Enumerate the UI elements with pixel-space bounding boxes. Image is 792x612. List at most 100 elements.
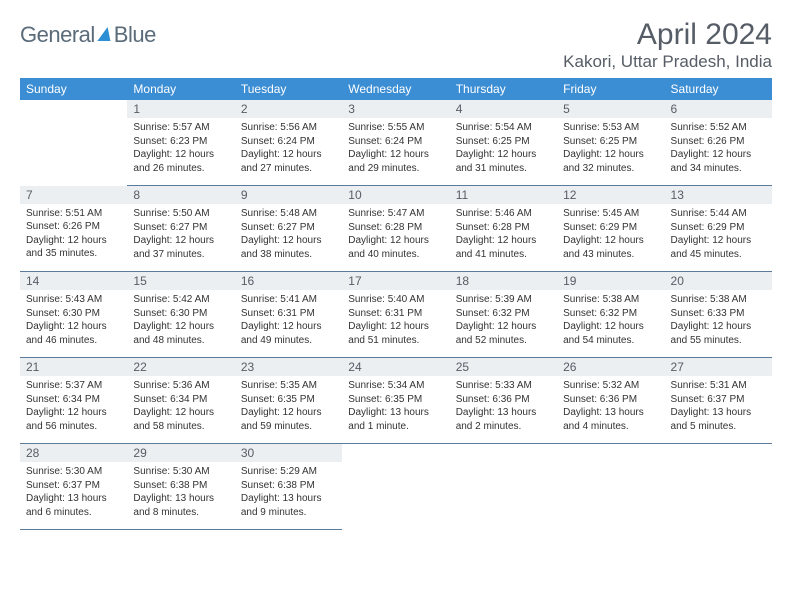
sunrise-text: Sunrise: 5:31 AM (671, 379, 766, 393)
daylight-text: Daylight: 12 hours and 31 minutes. (456, 148, 551, 175)
daylight-text: Daylight: 13 hours and 4 minutes. (563, 406, 658, 433)
calendar-day-cell: 24Sunrise: 5:34 AMSunset: 6:35 PMDayligh… (342, 358, 449, 444)
day-number: 22 (127, 358, 234, 376)
sunset-text: Sunset: 6:36 PM (563, 393, 658, 407)
sunrise-text: Sunrise: 5:40 AM (348, 293, 443, 307)
calendar-day-cell: 12Sunrise: 5:45 AMSunset: 6:29 PMDayligh… (557, 186, 664, 272)
weekday-header-row: Sunday Monday Tuesday Wednesday Thursday… (20, 78, 772, 100)
sunrise-text: Sunrise: 5:53 AM (563, 121, 658, 135)
day-content: Sunrise: 5:40 AMSunset: 6:31 PMDaylight:… (342, 290, 449, 357)
day-number-empty (450, 444, 557, 462)
day-content: Sunrise: 5:52 AMSunset: 6:26 PMDaylight:… (665, 118, 772, 185)
daylight-text: Daylight: 13 hours and 1 minute. (348, 406, 443, 433)
day-number: 19 (557, 272, 664, 290)
calendar-day-cell: 20Sunrise: 5:38 AMSunset: 6:33 PMDayligh… (665, 272, 772, 358)
calendar-day-cell: 25Sunrise: 5:33 AMSunset: 6:36 PMDayligh… (450, 358, 557, 444)
sunrise-text: Sunrise: 5:45 AM (563, 207, 658, 221)
sunrise-text: Sunrise: 5:33 AM (456, 379, 551, 393)
day-number: 7 (20, 186, 127, 204)
day-content: Sunrise: 5:38 AMSunset: 6:33 PMDaylight:… (665, 290, 772, 357)
day-content: Sunrise: 5:38 AMSunset: 6:32 PMDaylight:… (557, 290, 664, 357)
daylight-text: Daylight: 12 hours and 49 minutes. (241, 320, 336, 347)
sunrise-text: Sunrise: 5:43 AM (26, 293, 121, 307)
daylight-text: Daylight: 12 hours and 46 minutes. (26, 320, 121, 347)
sunset-text: Sunset: 6:30 PM (26, 307, 121, 321)
day-content-empty (20, 118, 127, 180)
day-content: Sunrise: 5:46 AMSunset: 6:28 PMDaylight:… (450, 204, 557, 271)
calendar-day-cell: 16Sunrise: 5:41 AMSunset: 6:31 PMDayligh… (235, 272, 342, 358)
sunrise-text: Sunrise: 5:48 AM (241, 207, 336, 221)
sunset-text: Sunset: 6:30 PM (133, 307, 228, 321)
calendar-day-cell: 11Sunrise: 5:46 AMSunset: 6:28 PMDayligh… (450, 186, 557, 272)
day-number: 17 (342, 272, 449, 290)
day-number: 27 (665, 358, 772, 376)
day-content: Sunrise: 5:45 AMSunset: 6:29 PMDaylight:… (557, 204, 664, 271)
sunset-text: Sunset: 6:28 PM (348, 221, 443, 235)
daylight-text: Daylight: 12 hours and 34 minutes. (671, 148, 766, 175)
calendar-day-cell: 15Sunrise: 5:42 AMSunset: 6:30 PMDayligh… (127, 272, 234, 358)
sunrise-text: Sunrise: 5:32 AM (563, 379, 658, 393)
day-content: Sunrise: 5:39 AMSunset: 6:32 PMDaylight:… (450, 290, 557, 357)
calendar-day-cell: 28Sunrise: 5:30 AMSunset: 6:37 PMDayligh… (20, 444, 127, 530)
weekday-header: Sunday (20, 78, 127, 100)
day-content-empty (450, 462, 557, 524)
calendar-day-cell: 17Sunrise: 5:40 AMSunset: 6:31 PMDayligh… (342, 272, 449, 358)
daylight-text: Daylight: 12 hours and 56 minutes. (26, 406, 121, 433)
sunset-text: Sunset: 6:37 PM (26, 479, 121, 493)
calendar-week-row: 7Sunrise: 5:51 AMSunset: 6:26 PMDaylight… (20, 186, 772, 272)
sunrise-text: Sunrise: 5:35 AM (241, 379, 336, 393)
calendar-day-cell (665, 444, 772, 530)
day-content: Sunrise: 5:42 AMSunset: 6:30 PMDaylight:… (127, 290, 234, 357)
day-content: Sunrise: 5:53 AMSunset: 6:25 PMDaylight:… (557, 118, 664, 185)
day-content-empty (557, 462, 664, 524)
day-number: 21 (20, 358, 127, 376)
day-content: Sunrise: 5:29 AMSunset: 6:38 PMDaylight:… (235, 462, 342, 529)
calendar-day-cell: 30Sunrise: 5:29 AMSunset: 6:38 PMDayligh… (235, 444, 342, 530)
sunset-text: Sunset: 6:34 PM (133, 393, 228, 407)
calendar-day-cell: 10Sunrise: 5:47 AMSunset: 6:28 PMDayligh… (342, 186, 449, 272)
calendar-day-cell: 4Sunrise: 5:54 AMSunset: 6:25 PMDaylight… (450, 100, 557, 186)
calendar-day-cell: 9Sunrise: 5:48 AMSunset: 6:27 PMDaylight… (235, 186, 342, 272)
calendar-week-row: 1Sunrise: 5:57 AMSunset: 6:23 PMDaylight… (20, 100, 772, 186)
sunrise-text: Sunrise: 5:56 AM (241, 121, 336, 135)
sunset-text: Sunset: 6:24 PM (348, 135, 443, 149)
sunset-text: Sunset: 6:26 PM (26, 220, 121, 234)
daylight-text: Daylight: 12 hours and 41 minutes. (456, 234, 551, 261)
sunrise-text: Sunrise: 5:38 AM (671, 293, 766, 307)
day-number: 3 (342, 100, 449, 118)
calendar-day-cell: 22Sunrise: 5:36 AMSunset: 6:34 PMDayligh… (127, 358, 234, 444)
day-number: 30 (235, 444, 342, 462)
sunset-text: Sunset: 6:26 PM (671, 135, 766, 149)
title-block: April 2024 Kakori, Uttar Pradesh, India (563, 18, 772, 72)
sunset-text: Sunset: 6:33 PM (671, 307, 766, 321)
day-number-empty (342, 444, 449, 462)
daylight-text: Daylight: 12 hours and 59 minutes. (241, 406, 336, 433)
day-content: Sunrise: 5:30 AMSunset: 6:37 PMDaylight:… (20, 462, 127, 529)
sunrise-text: Sunrise: 5:47 AM (348, 207, 443, 221)
daylight-text: Daylight: 12 hours and 26 minutes. (133, 148, 228, 175)
calendar-day-cell: 8Sunrise: 5:50 AMSunset: 6:27 PMDaylight… (127, 186, 234, 272)
calendar-day-cell: 29Sunrise: 5:30 AMSunset: 6:38 PMDayligh… (127, 444, 234, 530)
calendar-day-cell (450, 444, 557, 530)
sunset-text: Sunset: 6:23 PM (133, 135, 228, 149)
day-content: Sunrise: 5:37 AMSunset: 6:34 PMDaylight:… (20, 376, 127, 443)
sunset-text: Sunset: 6:27 PM (241, 221, 336, 235)
header: General Blue April 2024 Kakori, Uttar Pr… (20, 18, 772, 72)
sunrise-text: Sunrise: 5:50 AM (133, 207, 228, 221)
calendar-day-cell: 26Sunrise: 5:32 AMSunset: 6:36 PMDayligh… (557, 358, 664, 444)
day-number-empty (665, 444, 772, 462)
daylight-text: Daylight: 12 hours and 29 minutes. (348, 148, 443, 175)
daylight-text: Daylight: 12 hours and 35 minutes. (26, 234, 121, 261)
daylight-text: Daylight: 13 hours and 2 minutes. (456, 406, 551, 433)
day-content: Sunrise: 5:32 AMSunset: 6:36 PMDaylight:… (557, 376, 664, 443)
daylight-text: Daylight: 13 hours and 6 minutes. (26, 492, 121, 519)
day-content: Sunrise: 5:43 AMSunset: 6:30 PMDaylight:… (20, 290, 127, 357)
weekday-header: Thursday (450, 78, 557, 100)
day-number-empty (557, 444, 664, 462)
calendar-day-cell: 21Sunrise: 5:37 AMSunset: 6:34 PMDayligh… (20, 358, 127, 444)
calendar-day-cell: 3Sunrise: 5:55 AMSunset: 6:24 PMDaylight… (342, 100, 449, 186)
calendar-day-cell: 13Sunrise: 5:44 AMSunset: 6:29 PMDayligh… (665, 186, 772, 272)
day-number: 10 (342, 186, 449, 204)
sunrise-text: Sunrise: 5:39 AM (456, 293, 551, 307)
day-content: Sunrise: 5:50 AMSunset: 6:27 PMDaylight:… (127, 204, 234, 271)
